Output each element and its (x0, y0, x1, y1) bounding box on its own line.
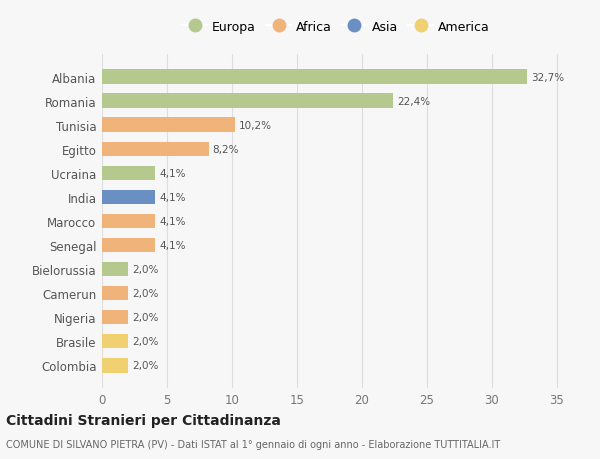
Text: 22,4%: 22,4% (397, 96, 430, 106)
Bar (102, 310, 128, 325)
Bar (102, 238, 155, 253)
Text: 32,7%: 32,7% (531, 73, 564, 83)
Text: 2,0%: 2,0% (132, 360, 158, 370)
Text: 2,0%: 2,0% (132, 289, 158, 298)
Bar (102, 166, 155, 181)
Text: 4,1%: 4,1% (159, 168, 186, 179)
Bar (102, 286, 128, 301)
Text: 4,1%: 4,1% (159, 217, 186, 226)
Bar (102, 190, 155, 205)
Text: COMUNE DI SILVANO PIETRA (PV) - Dati ISTAT al 1° gennaio di ogni anno - Elaboraz: COMUNE DI SILVANO PIETRA (PV) - Dati IST… (6, 440, 500, 449)
Bar (102, 94, 393, 109)
Text: Cittadini Stranieri per Cittadinanza: Cittadini Stranieri per Cittadinanza (6, 414, 281, 428)
Bar (102, 262, 128, 277)
Bar (102, 358, 128, 373)
Bar (102, 334, 128, 349)
Bar (102, 142, 209, 157)
Text: 8,2%: 8,2% (212, 145, 239, 154)
Bar (102, 118, 235, 133)
Bar (102, 70, 527, 84)
Text: 4,1%: 4,1% (159, 192, 186, 202)
Text: 2,0%: 2,0% (132, 336, 158, 347)
Text: 4,1%: 4,1% (159, 241, 186, 251)
Text: 2,0%: 2,0% (132, 264, 158, 274)
Text: 10,2%: 10,2% (239, 120, 271, 130)
Bar (102, 214, 155, 229)
Text: 2,0%: 2,0% (132, 313, 158, 323)
Legend: Europa, Africa, Asia, America: Europa, Africa, Asia, America (179, 18, 493, 36)
